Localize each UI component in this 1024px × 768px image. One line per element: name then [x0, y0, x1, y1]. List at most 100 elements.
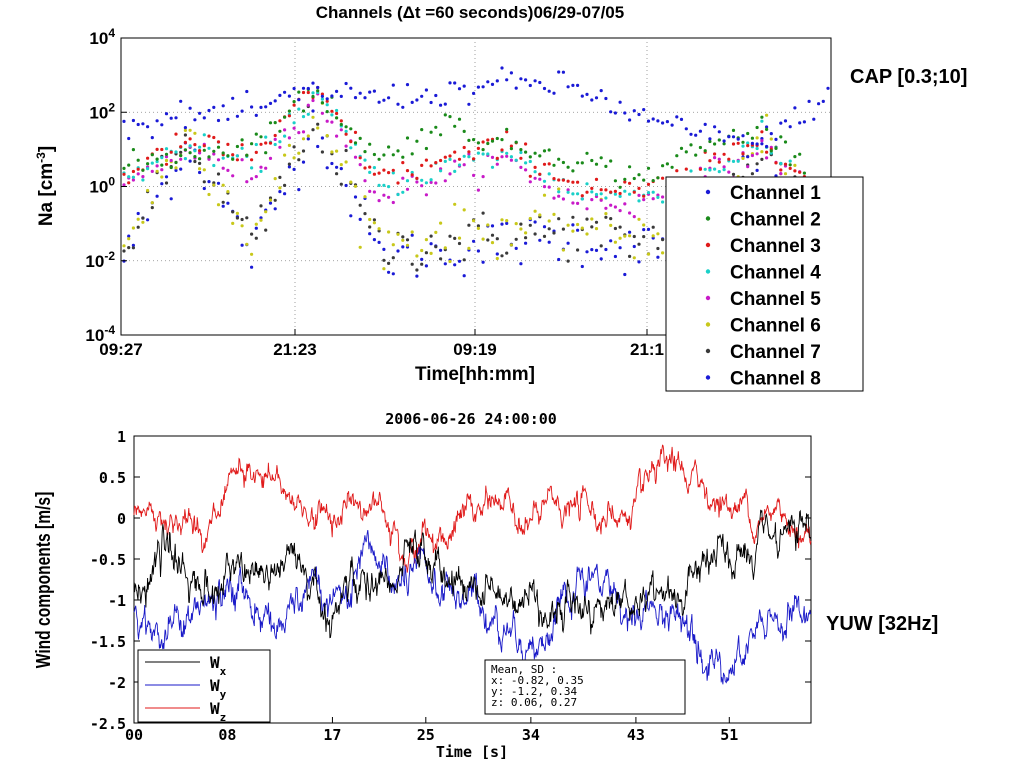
data-point: [160, 182, 164, 186]
data-point: [268, 101, 273, 105]
data-point: [297, 188, 301, 192]
data-point: [505, 130, 509, 134]
data-point: [618, 246, 622, 250]
data-point: [613, 189, 618, 193]
data-point: [396, 232, 400, 236]
data-point: [509, 155, 513, 159]
data-point: [481, 260, 485, 264]
top-x-tick-label: 09:27: [99, 340, 142, 359]
data-point: [226, 168, 230, 172]
data-point: [335, 172, 339, 176]
legend-label: Channel 3: [730, 236, 821, 257]
data-point: [826, 86, 830, 90]
data-point: [424, 238, 428, 242]
data-point: [746, 131, 750, 136]
data-point: [689, 143, 693, 147]
data-point: [642, 198, 646, 202]
data-point: [467, 223, 471, 227]
data-point: [547, 162, 551, 166]
data-point: [410, 152, 414, 156]
data-point: [519, 262, 523, 266]
data-point: [632, 234, 636, 239]
data-point: [637, 193, 641, 197]
top-x-axis-label: Time[hh:mm]: [415, 364, 535, 385]
data-point: [250, 142, 254, 146]
data-point: [746, 141, 750, 145]
data-point: [670, 123, 674, 127]
data-point: [160, 168, 164, 172]
data-point: [287, 143, 291, 147]
data-point: [330, 113, 334, 117]
data-point: [235, 158, 239, 162]
data-point: [505, 219, 509, 223]
data-point: [169, 116, 173, 120]
data-point: [297, 158, 301, 162]
data-point: [131, 178, 135, 182]
data-point: [339, 122, 343, 127]
data-point: [623, 272, 627, 277]
bottom-chart-title: 2006-06-26 24:00:00: [385, 410, 557, 428]
data-point: [476, 85, 480, 89]
data-point: [198, 149, 202, 153]
data-point: [637, 173, 641, 177]
data-point: [779, 161, 783, 166]
data-point: [524, 150, 528, 154]
data-point: [377, 171, 381, 175]
data-point: [245, 180, 249, 184]
data-point: [439, 158, 443, 163]
data-point: [618, 191, 622, 196]
data-point: [750, 141, 755, 145]
data-point: [339, 94, 343, 98]
data-point: [164, 152, 169, 156]
data-point: [528, 174, 532, 178]
data-point: [283, 183, 287, 187]
data-point: [297, 98, 301, 102]
data-point: [391, 83, 395, 87]
data-point: [136, 122, 140, 127]
data-point: [207, 157, 211, 161]
data-point: [202, 144, 206, 148]
data-point: [339, 163, 343, 167]
data-point: [632, 109, 636, 113]
data-point: [519, 165, 523, 169]
data-point: [557, 257, 561, 262]
data-point: [415, 274, 419, 278]
data-point: [259, 218, 263, 222]
data-point: [141, 122, 145, 126]
data-point: [141, 216, 145, 220]
data-point: [590, 186, 594, 190]
data-point: [320, 136, 324, 140]
data-point: [339, 128, 343, 132]
data-point: [580, 226, 584, 230]
data-point: [453, 202, 457, 206]
data-point: [396, 181, 400, 185]
data-point: [500, 66, 504, 70]
data-point: [415, 180, 419, 184]
data-point: [476, 151, 480, 155]
data-point: [542, 234, 547, 238]
data-point: [623, 111, 627, 115]
data-point: [405, 243, 410, 247]
data-point: [528, 159, 532, 164]
data-point: [457, 157, 462, 161]
data-point: [609, 223, 613, 227]
data-point: [642, 194, 646, 198]
data-point: [448, 81, 452, 85]
data-point: [202, 133, 206, 137]
data-point: [486, 238, 490, 242]
data-point: [519, 77, 523, 81]
data-point: [613, 192, 618, 196]
data-point: [155, 157, 159, 161]
data-point: [746, 165, 750, 169]
data-point: [576, 161, 580, 165]
data-point: [174, 132, 178, 136]
data-point: [155, 169, 159, 173]
data-point: [349, 127, 353, 131]
data-point: [264, 151, 268, 155]
data-point: [566, 241, 570, 245]
data-point: [802, 171, 807, 175]
data-point: [765, 113, 769, 117]
data-point: [429, 242, 433, 246]
data-point: [509, 158, 513, 162]
